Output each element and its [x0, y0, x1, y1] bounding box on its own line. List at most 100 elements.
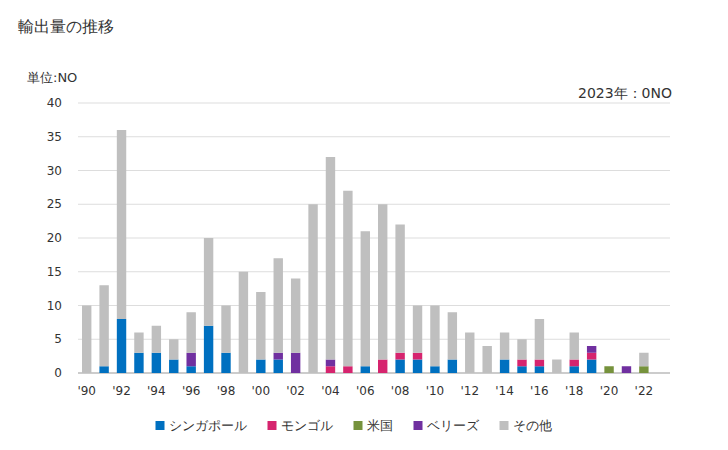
y-tick-label: 15 — [47, 265, 62, 279]
x-tick-label: '98 — [217, 384, 236, 398]
x-tick-label: '08 — [391, 384, 410, 398]
bar — [221, 306, 230, 353]
title: 輸出量の推移 — [18, 17, 114, 36]
bar — [186, 366, 195, 373]
y-tick-label: 0 — [54, 366, 62, 380]
bar — [82, 306, 91, 374]
bar — [326, 157, 335, 360]
x-tick-label: '02 — [286, 384, 305, 398]
bar — [639, 353, 648, 367]
bar — [622, 366, 631, 373]
bar — [430, 306, 439, 367]
bar — [326, 366, 335, 373]
legend-swatch — [156, 421, 165, 430]
y-tick-label: 5 — [54, 332, 62, 346]
bar — [343, 366, 352, 373]
x-tick-label: '20 — [600, 384, 619, 398]
bar — [239, 272, 248, 373]
grid-line — [78, 204, 670, 205]
bar — [413, 306, 422, 353]
bar — [535, 366, 544, 373]
legend-swatch — [354, 421, 363, 430]
x-tick-label: '04 — [321, 384, 340, 398]
bar — [657, 373, 666, 374]
bar — [657, 373, 666, 374]
bar — [395, 353, 404, 360]
y-label: 単位:NO — [27, 70, 77, 85]
bar — [274, 360, 283, 374]
grid-line — [78, 305, 670, 306]
grid-line — [78, 271, 670, 272]
grid-line — [78, 339, 670, 340]
bar — [256, 360, 265, 374]
bar — [535, 360, 544, 367]
x-tick-label: '10 — [426, 384, 445, 398]
bar — [134, 333, 143, 353]
bar — [204, 238, 213, 326]
x-tick-label: '92 — [112, 384, 131, 398]
legend-label: モンゴル — [281, 418, 333, 433]
legend-label: その他 — [513, 418, 552, 433]
bar — [639, 366, 648, 373]
legend-swatch — [500, 421, 509, 430]
grid-line — [78, 136, 670, 137]
bar — [291, 353, 300, 373]
bar — [169, 360, 178, 374]
bar — [152, 353, 161, 373]
bar — [604, 366, 613, 367]
bar — [169, 339, 178, 359]
bar — [326, 360, 335, 367]
bar — [587, 353, 596, 360]
legend-swatch — [268, 421, 277, 430]
bar — [517, 360, 526, 367]
x-tick-label: '12 — [460, 384, 479, 398]
bar — [395, 225, 404, 353]
x-tick-label: '18 — [565, 384, 584, 398]
legend-label: シンガポール — [169, 418, 247, 433]
y-tick-label: 35 — [47, 130, 62, 144]
x-tick-label: '90 — [77, 384, 96, 398]
x-tick-label: '96 — [182, 384, 201, 398]
bar — [482, 346, 491, 373]
bar — [221, 353, 230, 373]
bar — [413, 360, 422, 374]
bar — [657, 373, 666, 374]
bar — [604, 366, 613, 367]
grid-line — [78, 373, 670, 374]
legend-swatch — [414, 421, 423, 430]
bar — [570, 366, 579, 373]
bar — [204, 326, 213, 373]
bar — [430, 366, 439, 373]
y-tick-label: 40 — [47, 96, 62, 110]
bar — [343, 191, 352, 367]
y-tick-label: 10 — [47, 299, 62, 313]
x-tick-label: '00 — [252, 384, 271, 398]
bar — [657, 373, 666, 374]
bar — [361, 366, 370, 373]
bar — [587, 346, 596, 347]
grid-line — [78, 103, 670, 104]
x-tick-label: '06 — [356, 384, 375, 398]
legend-label: 米国 — [367, 418, 393, 433]
legend-label: ベリーズ — [427, 418, 480, 433]
chart: 輸出量の推移単位:NO2023年：0NO0510152025303540'90'… — [0, 0, 728, 450]
bar — [500, 360, 509, 374]
bar — [152, 326, 161, 353]
bar — [570, 333, 579, 360]
bar — [517, 339, 526, 359]
grid-line — [78, 170, 670, 171]
x-tick-label: '94 — [147, 384, 166, 398]
grid-line — [78, 238, 670, 239]
bar — [256, 292, 265, 360]
x-tick-label: '16 — [530, 384, 549, 398]
bar — [587, 346, 596, 353]
bar — [552, 360, 561, 374]
bar — [604, 366, 613, 373]
bar — [308, 204, 317, 373]
y-tick-label: 30 — [47, 164, 62, 178]
bar — [500, 333, 509, 360]
bars — [82, 130, 649, 373]
bar — [622, 366, 631, 367]
bar — [378, 204, 387, 359]
bar — [657, 373, 666, 374]
